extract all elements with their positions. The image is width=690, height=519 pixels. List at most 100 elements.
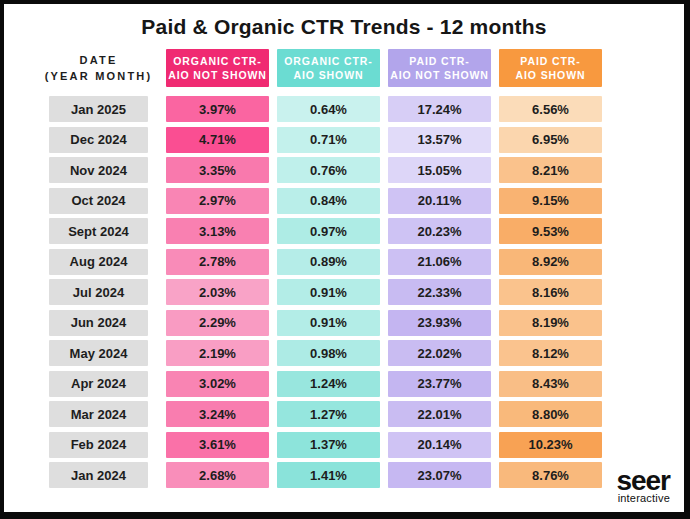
- row-date-label: Jan 2025: [49, 96, 148, 122]
- cell-paid-shown: 8.80%: [499, 401, 602, 427]
- cell-organic-shown: 0.98%: [277, 340, 380, 366]
- header-label-line: AIO NOT SHOWN: [390, 68, 489, 82]
- cell-paid-shown: 8.76%: [499, 462, 602, 488]
- column-header-paid-ctr-aio-not-shown: PAID CTR- AIO NOT SHOWN: [388, 49, 491, 87]
- cell-organic-not-shown: 2.78%: [166, 249, 269, 275]
- cell-paid-shown: 9.53%: [499, 218, 602, 244]
- date-header-line1: DATE: [80, 52, 118, 69]
- table-row: Jan 2025 3.97% 0.64% 17.24% 6.56%: [49, 96, 602, 122]
- row-date-label: Aug 2024: [49, 249, 148, 275]
- cell-paid-shown: 6.95%: [499, 127, 602, 153]
- column-header-organic-ctr-aio-shown: ORGANIC CTR- AIO SHOWN: [277, 49, 380, 87]
- logo-wordmark: seer: [616, 470, 670, 492]
- cell-paid-shown: 6.56%: [499, 96, 602, 122]
- infographic-frame: Paid & Organic CTR Trends - 12 months DA…: [0, 0, 690, 519]
- logo-subtext: interactive: [616, 493, 670, 504]
- table-row: Apr 2024 3.02% 1.24% 23.77% 8.43%: [49, 371, 602, 397]
- cell-paid-shown: 8.43%: [499, 371, 602, 397]
- cell-organic-shown: 0.91%: [277, 310, 380, 336]
- cell-organic-not-shown: 2.19%: [166, 340, 269, 366]
- cell-organic-shown: 0.91%: [277, 279, 380, 305]
- table-row: Sept 2024 3.13% 0.97% 20.23% 9.53%: [49, 218, 602, 244]
- seer-interactive-logo: seer interactive: [616, 470, 670, 504]
- row-date-label: May 2024: [49, 340, 148, 366]
- row-date-label: Jul 2024: [49, 279, 148, 305]
- date-column-header: DATE (YEAR MONTH): [49, 49, 148, 87]
- cell-organic-not-shown: 3.61%: [166, 432, 269, 458]
- cell-paid-shown: 10.23%: [499, 432, 602, 458]
- cell-paid-shown: 9.15%: [499, 188, 602, 214]
- cell-paid-not-shown: 20.14%: [388, 432, 491, 458]
- table-body: Jan 2025 3.97% 0.64% 17.24% 6.56% Dec 2024 4.7…: [49, 96, 602, 488]
- row-date-label: Sept 2024: [49, 218, 148, 244]
- cell-paid-shown: 8.92%: [499, 249, 602, 275]
- column-header-paid-ctr-aio-shown: PAID CTR- AIO SHOWN: [499, 49, 602, 87]
- cell-paid-not-shown: 23.77%: [388, 371, 491, 397]
- date-header-line2: (YEAR MONTH): [45, 68, 153, 85]
- cell-paid-not-shown: 22.33%: [388, 279, 491, 305]
- table-row: Jul 2024 2.03% 0.91% 22.33% 8.16%: [49, 279, 602, 305]
- cell-paid-not-shown: 20.11%: [388, 188, 491, 214]
- cell-paid-not-shown: 13.57%: [388, 127, 491, 153]
- row-date-label: Feb 2024: [49, 432, 148, 458]
- cell-organic-shown: 1.24%: [277, 371, 380, 397]
- row-date-label: Jun 2024: [49, 310, 148, 336]
- ctr-table: DATE (YEAR MONTH) ORGANIC CTR- AIO NOT S…: [49, 49, 602, 493]
- cell-paid-shown: 8.16%: [499, 279, 602, 305]
- cell-paid-not-shown: 21.06%: [388, 249, 491, 275]
- cell-paid-not-shown: 20.23%: [388, 218, 491, 244]
- header-label-line: PAID CTR-: [520, 54, 580, 68]
- cell-organic-not-shown: 2.97%: [166, 188, 269, 214]
- cell-paid-not-shown: 17.24%: [388, 96, 491, 122]
- cell-organic-shown: 0.64%: [277, 96, 380, 122]
- cell-paid-shown: 8.19%: [499, 310, 602, 336]
- row-date-label: Apr 2024: [49, 371, 148, 397]
- page-title: Paid & Organic CTR Trends - 12 months: [4, 4, 684, 39]
- cell-paid-not-shown: 15.05%: [388, 157, 491, 183]
- table-row: Feb 2024 3.61% 1.37% 20.14% 10.23%: [49, 432, 602, 458]
- cell-organic-not-shown: 3.02%: [166, 371, 269, 397]
- cell-organic-not-shown: 3.13%: [166, 218, 269, 244]
- cell-paid-not-shown: 23.07%: [388, 462, 491, 488]
- row-date-label: Mar 2024: [49, 401, 148, 427]
- row-date-label: Jan 2024: [49, 462, 148, 488]
- table-row: Aug 2024 2.78% 0.89% 21.06% 8.92%: [49, 249, 602, 275]
- header-label-line: PAID CTR-: [409, 54, 469, 68]
- header-label-line: AIO SHOWN: [516, 68, 586, 82]
- cell-organic-not-shown: 4.71%: [166, 127, 269, 153]
- cell-paid-shown: 8.12%: [499, 340, 602, 366]
- cell-organic-not-shown: 2.03%: [166, 279, 269, 305]
- column-header-organic-ctr-aio-not-shown: ORGANIC CTR- AIO NOT SHOWN: [166, 49, 269, 87]
- cell-organic-shown: 1.41%: [277, 462, 380, 488]
- header-label-line: ORGANIC CTR-: [173, 54, 261, 68]
- cell-paid-shown: 8.21%: [499, 157, 602, 183]
- cell-organic-shown: 0.71%: [277, 127, 380, 153]
- cell-paid-not-shown: 23.93%: [388, 310, 491, 336]
- cell-organic-not-shown: 3.24%: [166, 401, 269, 427]
- table-row: Jan 2024 2.68% 1.41% 23.07% 8.76%: [49, 462, 602, 488]
- table-row: Mar 2024 3.24% 1.27% 22.01% 8.80%: [49, 401, 602, 427]
- header-label-line: AIO NOT SHOWN: [168, 68, 267, 82]
- cell-organic-not-shown: 3.35%: [166, 157, 269, 183]
- cell-paid-not-shown: 22.01%: [388, 401, 491, 427]
- row-date-label: Oct 2024: [49, 188, 148, 214]
- table-header-row: DATE (YEAR MONTH) ORGANIC CTR- AIO NOT S…: [49, 49, 602, 87]
- table-row: Dec 2024 4.71% 0.71% 13.57% 6.95%: [49, 127, 602, 153]
- cell-organic-shown: 0.89%: [277, 249, 380, 275]
- cell-paid-not-shown: 22.02%: [388, 340, 491, 366]
- cell-organic-not-shown: 2.29%: [166, 310, 269, 336]
- cell-organic-not-shown: 3.97%: [166, 96, 269, 122]
- row-date-label: Nov 2024: [49, 157, 148, 183]
- row-date-label: Dec 2024: [49, 127, 148, 153]
- cell-organic-shown: 0.97%: [277, 218, 380, 244]
- cell-organic-shown: 1.27%: [277, 401, 380, 427]
- table-row: Jun 2024 2.29% 0.91% 23.93% 8.19%: [49, 310, 602, 336]
- table-row: Nov 2024 3.35% 0.76% 15.05% 8.21%: [49, 157, 602, 183]
- cell-organic-not-shown: 2.68%: [166, 462, 269, 488]
- cell-organic-shown: 0.76%: [277, 157, 380, 183]
- header-label-line: AIO SHOWN: [294, 68, 364, 82]
- table-row: May 2024 2.19% 0.98% 22.02% 8.12%: [49, 340, 602, 366]
- header-label-line: ORGANIC CTR-: [284, 54, 372, 68]
- table-row: Oct 20242.97%0.84%20.11%9.15%: [49, 188, 602, 214]
- cell-organic-shown: 1.37%: [277, 432, 380, 458]
